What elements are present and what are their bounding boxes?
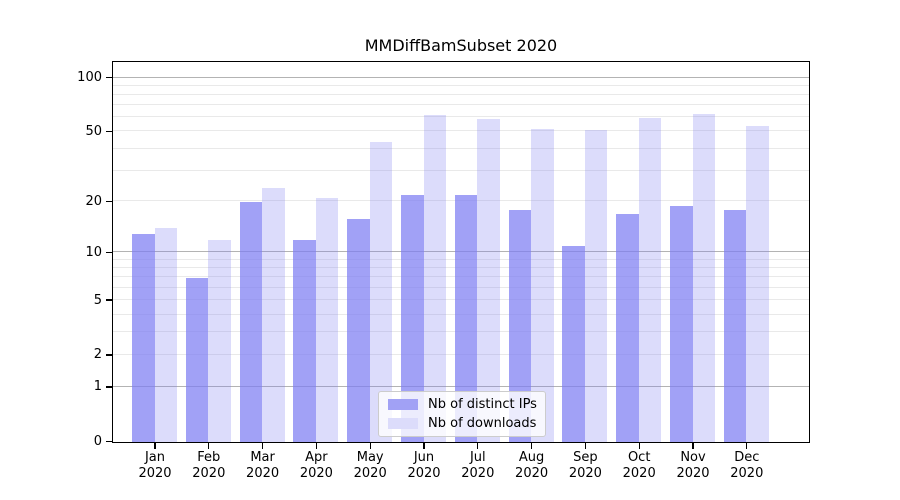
bar-downloads-aug xyxy=(531,128,554,442)
y-tick-label-0: 0 xyxy=(93,434,102,449)
x-tick-feb xyxy=(208,443,210,449)
y-tick-10 xyxy=(106,251,112,254)
x-tick-label-may: May 2020 xyxy=(353,450,387,481)
y-tick-2 xyxy=(106,354,112,356)
minor-gridline-50 xyxy=(113,130,809,132)
bar-distinct-ips-oct xyxy=(616,214,639,442)
y-tick-1 xyxy=(106,386,112,388)
x-tick-mar xyxy=(261,443,264,449)
bar-distinct-ips-jun xyxy=(401,194,424,442)
bar-downloads-sep xyxy=(584,130,608,442)
bar-distinct-ips-nov xyxy=(670,205,693,442)
x-tick-label-dec: Dec 2020 xyxy=(730,450,764,481)
x-tick-oct xyxy=(638,443,640,449)
x-tick-label-apr: Apr 2020 xyxy=(299,450,333,481)
x-tick-aug xyxy=(530,443,533,449)
legend: Nb of distinct IPs Nb of downloads xyxy=(378,391,546,437)
bar-distinct-ips-apr xyxy=(293,239,316,442)
legend-item-distinct-ips: Nb of distinct IPs xyxy=(388,397,537,412)
legend-label-downloads: Nb of downloads xyxy=(428,416,537,431)
bar-downloads-may xyxy=(369,141,393,442)
bar-downloads-nov xyxy=(692,114,715,442)
bar-distinct-ips-jul xyxy=(454,194,478,442)
bar-downloads-dec xyxy=(746,125,769,442)
bar-downloads-mar xyxy=(262,188,285,442)
x-tick-label-jan: Jan 2020 xyxy=(138,450,172,481)
bar-downloads-jan xyxy=(154,228,177,442)
y-tick-0 xyxy=(106,440,112,443)
bar-distinct-ips-sep xyxy=(562,246,585,442)
minor-gridline-30 xyxy=(113,169,809,171)
minor-gridline-90 xyxy=(113,84,809,86)
bar-distinct-ips-dec xyxy=(723,209,747,442)
legend-item-downloads: Nb of downloads xyxy=(388,416,537,431)
x-tick-label-feb: Feb 2020 xyxy=(192,450,226,481)
bar-downloads-oct xyxy=(638,117,662,442)
y-tick-label-1: 1 xyxy=(93,379,102,395)
y-tick-label-100: 100 xyxy=(77,70,102,85)
minor-gridline-60 xyxy=(113,116,809,118)
x-tick-nov xyxy=(692,443,694,449)
bar-downloads-apr xyxy=(315,198,339,442)
bar-downloads-jul xyxy=(477,119,500,442)
minor-gridline-40 xyxy=(113,147,809,149)
bar-distinct-ips-jan xyxy=(132,233,155,442)
plot-area: Nb of distinct IPs Nb of downloads xyxy=(112,61,810,443)
x-tick-label-mar: Mar 2020 xyxy=(246,450,280,481)
minor-gridline-80 xyxy=(113,93,809,95)
bar-distinct-ips-mar xyxy=(239,201,263,442)
x-tick-label-nov: Nov 2020 xyxy=(676,450,710,481)
y-tick-label-5: 5 xyxy=(93,292,102,308)
bar-distinct-ips-may xyxy=(347,218,370,442)
legend-label-distinct-ips: Nb of distinct IPs xyxy=(428,397,537,412)
x-tick-label-sep: Sep 2020 xyxy=(568,450,602,481)
bar-distinct-ips-feb xyxy=(185,278,209,442)
major-gridline-100 xyxy=(113,76,809,78)
x-tick-label-oct: Oct 2020 xyxy=(622,450,656,481)
y-tick-50 xyxy=(106,130,112,133)
legend-swatch-distinct-ips xyxy=(388,399,418,410)
bar-distinct-ips-aug xyxy=(508,209,532,442)
y-tick-20 xyxy=(106,200,112,203)
x-tick-label-jul: Jul 2020 xyxy=(461,450,495,481)
legend-swatch-downloads xyxy=(388,418,418,429)
y-tick-label-50: 50 xyxy=(85,123,102,139)
x-tick-jul xyxy=(477,443,479,449)
x-tick-label-aug: Aug 2020 xyxy=(515,450,549,481)
x-tick-may xyxy=(369,443,371,449)
bar-downloads-feb xyxy=(208,239,231,442)
x-tick-jun xyxy=(423,443,425,449)
bars-layer xyxy=(113,62,809,442)
x-tick-sep xyxy=(584,443,587,449)
x-tick-dec xyxy=(746,443,748,449)
x-tick-label-jun: Jun 2020 xyxy=(407,450,441,481)
minor-gridline-70 xyxy=(113,104,809,106)
y-tick-label-20: 20 xyxy=(85,193,102,209)
y-tick-100 xyxy=(106,76,112,79)
y-tick-label-2: 2 xyxy=(93,347,102,363)
x-tick-apr xyxy=(315,443,318,449)
y-tick-5 xyxy=(106,299,112,301)
bar-downloads-jun xyxy=(423,115,446,442)
chart-title: MMDiffBamSubset 2020 xyxy=(364,36,558,55)
x-tick-jan xyxy=(154,443,156,449)
y-tick-label-10: 10 xyxy=(85,244,102,260)
